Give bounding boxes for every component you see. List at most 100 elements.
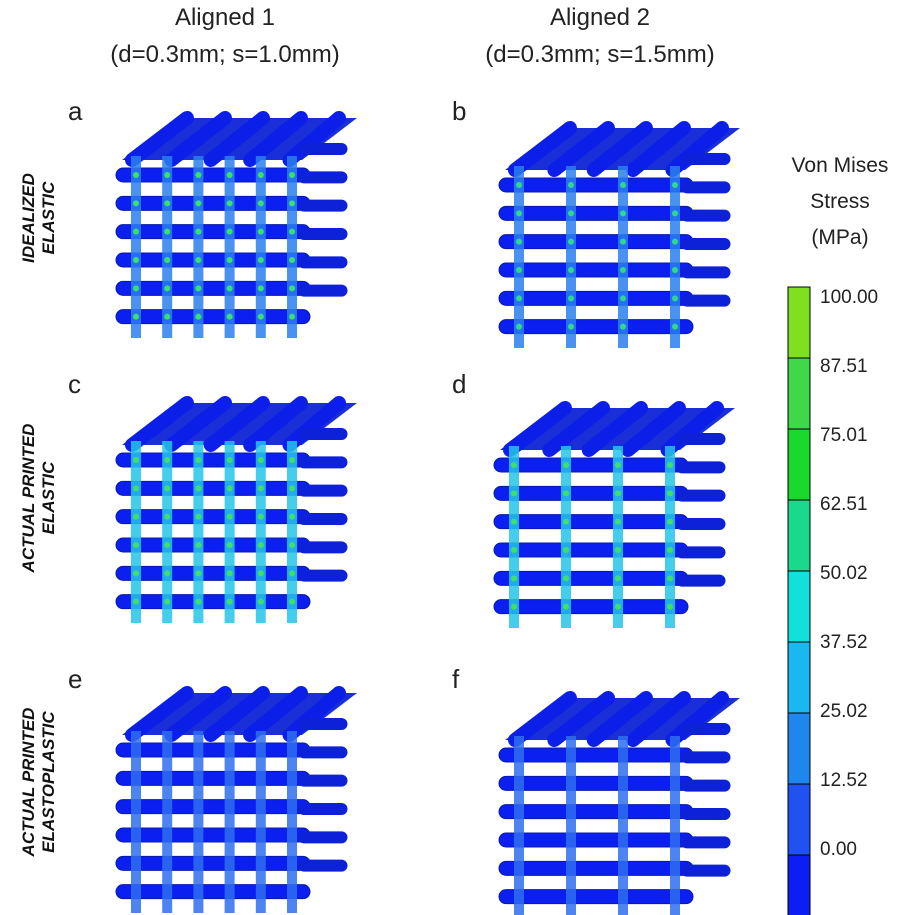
scaffold-side-bar [681,836,731,848]
scaffold-strut [618,166,628,348]
scaffold-hotspot [227,599,233,605]
scaffold-hotspot [258,570,264,576]
scaffold-hotspot [195,172,201,178]
scaffold-hotspot [615,462,621,468]
scaffold-strut [566,166,576,348]
scaffold-hotspot [568,295,574,301]
scaffold-hotspot [563,490,569,496]
colorbar-band [788,500,810,571]
scaffold-strut [514,736,524,915]
scaffold-hotspot [133,457,139,463]
scaffold-bar [116,800,310,814]
scaffold-hotspot [133,514,139,520]
scaffold-hotspot [258,200,264,206]
column-title: Aligned 2 [550,4,650,31]
scaffold-strut [618,736,628,915]
scaffold-hotspot [258,514,264,520]
scaffold-strut [256,731,266,913]
scaffold-bar [116,595,310,609]
scaffold-bar [494,543,688,557]
scaffold-hotspot [667,490,673,496]
scaffold-strut [256,441,266,623]
scaffold-hotspot [133,172,139,178]
scaffold-side-bar [681,751,731,763]
scaffold-strut [225,731,235,913]
scaffold-strut [193,156,203,338]
scaffold-strut [287,731,297,913]
scaffold-side-bar [681,865,731,877]
scaffold-hotspot [568,239,574,245]
scaffold-bar [116,856,310,870]
scaffold-hotspot [563,462,569,468]
scaffold-hotspot [258,229,264,235]
scaffold-bar [499,833,693,847]
scaffold-hotspot [620,182,626,188]
scaffold-side-bar [681,780,731,792]
scaffold-hotspot [672,324,678,330]
scaffold-strut [561,446,571,628]
scaffolds [116,118,740,915]
scaffold-side-bar [676,433,726,445]
scaffold-side-bar [681,266,731,278]
scaffold-hotspot [511,575,517,581]
scaffold-side-bar [298,570,348,582]
scaffold-hotspot [516,210,522,216]
colorbar-title: (MPa) [811,226,868,249]
scaffold-hotspot [227,457,233,463]
scaffold-hotspot [164,570,170,576]
panel-letter: c [68,369,81,399]
scaffold-side-bar [298,143,348,155]
panel-letter: e [68,664,82,694]
scaffold-bar [116,771,310,785]
colorbar-band [788,287,810,358]
scaffold-hotspot [289,172,295,178]
scaffold-hotspot [615,575,621,581]
scaffold-hotspot [258,542,264,548]
colorbar-title: Von Mises [792,154,889,177]
colorbar-band [788,429,810,500]
scaffold-hotspot [164,200,170,206]
scaffold-hotspot [289,570,295,576]
scaffold-hotspot [667,575,673,581]
scaffold-side-bar [681,153,731,165]
scaffold-hotspot [615,604,621,610]
scaffold-hotspot [164,542,170,548]
colorbar-label: 50.02 [820,563,868,584]
scaffold-hotspot [258,172,264,178]
scaffold-hotspot [615,519,621,525]
panel-letter: f [452,664,460,694]
scaffold-bar [494,515,688,529]
scaffold-side-bar [298,718,348,730]
row-label: ACTUAL PRINTED [19,708,38,858]
scaffold-hotspot [164,514,170,520]
panel-letter: a [68,96,83,126]
scaffold-hotspot [568,324,574,330]
scaffold-side-bar [681,723,731,735]
scaffold-hotspot [667,519,673,525]
colorbar-label: 0.00 [820,839,857,860]
scaffold-hotspot [672,210,678,216]
scaffold-hotspot [289,485,295,491]
scaffold-side-bar [298,171,348,183]
scaffold-bar [116,168,310,182]
scaffold-hotspot [563,547,569,553]
scaffold-hotspot [195,514,201,520]
scaffold-bar [494,458,688,472]
scaffold-hotspot [195,200,201,206]
scaffold-bar [116,566,310,580]
scaffold-side-bar [681,181,731,193]
scaffold-hotspot [164,599,170,605]
scaffold-side-bar [681,238,731,250]
row-label: ACTUAL PRINTED [19,424,38,574]
colorbar-band [788,358,810,429]
scaffold-bar [499,178,693,192]
scaffold-hotspot [195,285,201,291]
scaffold-hotspot [289,314,295,320]
scaffold-hotspot [516,324,522,330]
scaffold-hotspot [133,485,139,491]
figure: Aligned 1 (d=0.3mm; s=1.0mm) Aligned 2 (… [0,0,908,915]
scaffold-hotspot [227,229,233,235]
scaffold-side-bar [681,808,731,820]
scaffold-hotspot [289,257,295,263]
scaffold-hotspot [133,285,139,291]
